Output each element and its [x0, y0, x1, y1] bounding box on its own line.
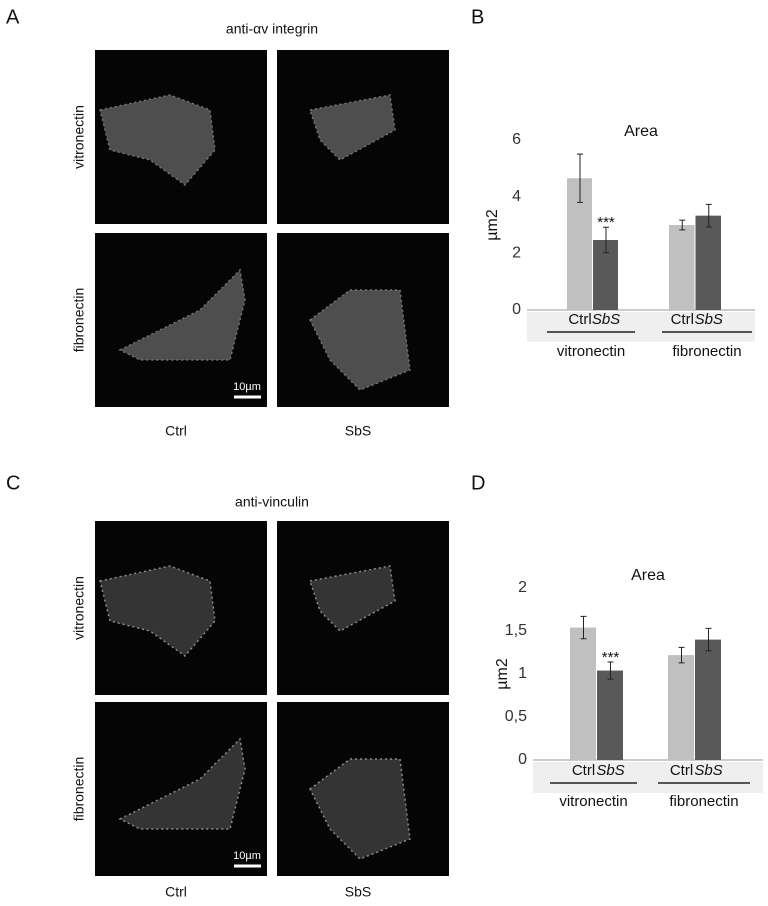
bar-label: Ctrl: [671, 311, 694, 328]
category-label: vitronectin: [557, 343, 625, 360]
error-bar: [577, 153, 583, 203]
error-bar: [607, 661, 614, 680]
bar: [695, 639, 721, 760]
panel-label: A: [6, 6, 20, 28]
row-label: fibronectin: [71, 288, 87, 353]
bar-label: Ctrl: [670, 762, 693, 779]
y-tick-label: 2: [512, 245, 521, 262]
error-bar: [678, 646, 685, 664]
error-bar: [603, 226, 609, 254]
cell: [118, 737, 246, 830]
panel-label: B: [471, 6, 484, 28]
column-label: SbS: [345, 423, 371, 439]
cell: [309, 94, 396, 161]
bar: [570, 627, 596, 760]
error-bar: [705, 627, 712, 652]
cell: [309, 289, 411, 391]
error-bar: [705, 203, 712, 228]
y-tick-label: 6: [512, 131, 521, 148]
column-label: Ctrl: [165, 423, 187, 439]
bar-label: Ctrl: [568, 311, 591, 328]
panel-title: anti-αv integrin: [226, 21, 318, 37]
column-label: SbS: [345, 884, 371, 900]
cell: [309, 565, 396, 632]
panel-label: C: [6, 472, 20, 494]
panel-label: D: [471, 472, 485, 494]
error-bar: [679, 219, 686, 231]
category-band: [533, 762, 763, 793]
row-label: vitronectin: [71, 576, 87, 640]
y-tick-label: 2: [518, 579, 527, 596]
column-label: Ctrl: [165, 884, 187, 900]
bar: [669, 225, 695, 310]
chart-title: Area: [624, 123, 658, 140]
bar: [668, 655, 694, 760]
bar-label: SbS: [694, 762, 722, 779]
error-bar: [580, 615, 587, 640]
y-tick-label: 0: [518, 751, 527, 768]
category-band: [527, 312, 755, 342]
y-tick-label: 0: [512, 301, 521, 318]
y-tick-label: 1,5: [505, 622, 527, 639]
category-label: fibronectin: [669, 793, 738, 810]
y-axis-label: µm2: [484, 209, 501, 241]
row-label: vitronectin: [71, 105, 87, 169]
cell: [99, 565, 216, 658]
cell: [118, 268, 246, 361]
cell: [309, 758, 411, 860]
bar-label: SbS: [695, 311, 723, 328]
y-tick-label: 4: [512, 188, 521, 205]
y-axis-label: µm2: [494, 658, 511, 690]
category-label: fibronectin: [672, 343, 741, 360]
panel-title: anti-vinculin: [235, 494, 309, 510]
scale-bar-label: 10µm: [233, 381, 261, 393]
cell: [99, 94, 216, 187]
bar-label: SbS: [596, 762, 624, 779]
bar-label: SbS: [592, 311, 620, 328]
bar: [597, 670, 623, 760]
chart-title: Area: [631, 567, 665, 584]
significance: ***: [602, 649, 620, 666]
category-label: vitronectin: [559, 793, 627, 810]
bar-label: Ctrl: [572, 762, 595, 779]
y-tick-label: 0,5: [505, 708, 527, 725]
y-tick-label: 1: [518, 665, 527, 682]
row-label: fibronectin: [71, 757, 87, 822]
bar: [695, 215, 721, 310]
significance: ***: [597, 214, 615, 231]
scale-bar-label: 10µm: [233, 850, 261, 862]
